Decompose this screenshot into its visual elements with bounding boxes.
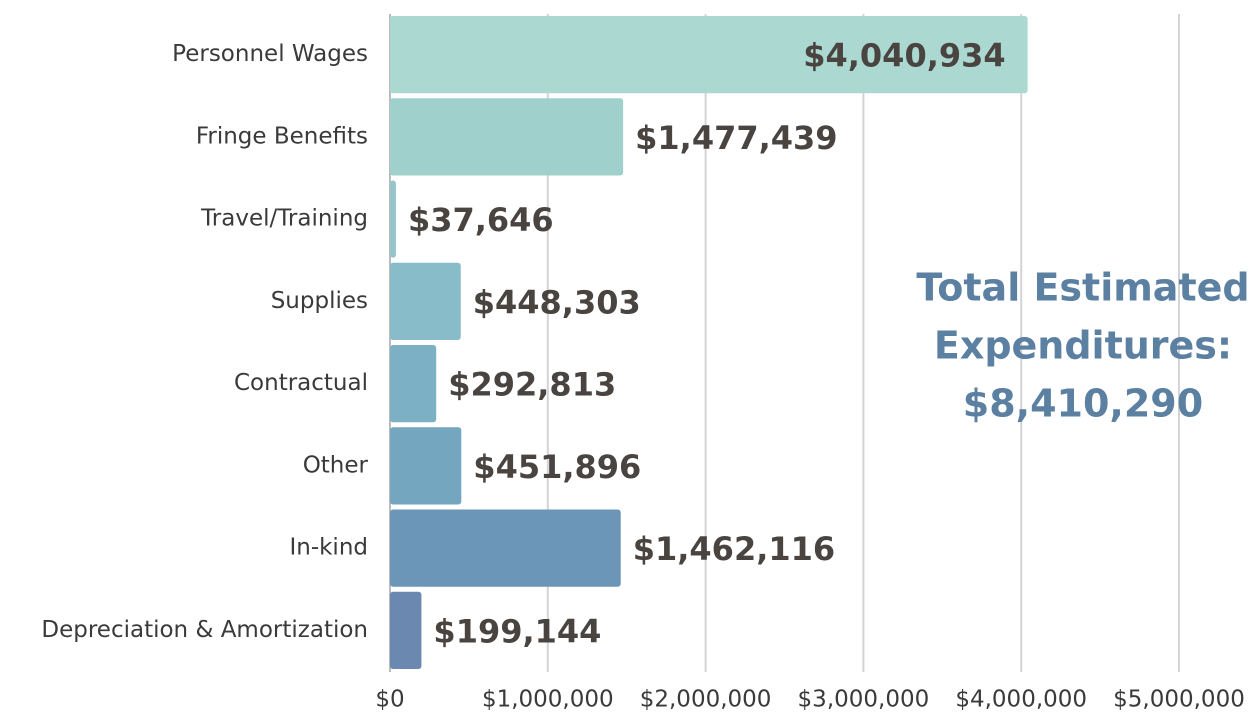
bar [390, 591, 422, 669]
value-label: $448,303 [473, 283, 641, 321]
x-tick-label: $1,000,000 [482, 687, 614, 713]
annotation: Total Estimated [916, 266, 1249, 310]
bar [390, 262, 461, 340]
value-label: $37,646 [408, 201, 554, 239]
category-label: Supplies [271, 288, 368, 314]
value-label: $451,896 [473, 448, 641, 486]
x-tick-label: $3,000,000 [798, 687, 930, 713]
category-label: Personnel Wages [172, 41, 368, 67]
annotation: $8,410,290 [963, 382, 1203, 426]
category-label: Travel/Training [200, 206, 368, 232]
bar [390, 98, 624, 176]
category-label: Contractual [234, 370, 368, 396]
value-label: $4,040,934 [803, 37, 1005, 75]
annotation: Expenditures: [934, 324, 1232, 368]
bar [390, 345, 437, 423]
bar [390, 427, 462, 505]
bar [390, 180, 396, 258]
x-tick-label: $5,000,000 [1113, 687, 1245, 713]
x-tick-label: $4,000,000 [955, 687, 1087, 713]
x-tick-label: $2,000,000 [640, 687, 772, 713]
value-label: $292,813 [448, 366, 616, 404]
value-label: $1,477,439 [635, 119, 837, 157]
category-label: In-kind [289, 535, 368, 561]
bar [390, 509, 621, 587]
category-label: Depreciation & Amortization [41, 617, 368, 643]
x-tick-label: $0 [375, 687, 404, 713]
value-label: $199,144 [433, 612, 601, 650]
category-label: Fringe Benefits [196, 123, 368, 149]
category-label: Other [303, 452, 369, 478]
bar [390, 16, 1028, 94]
value-label: $1,462,116 [633, 530, 835, 568]
